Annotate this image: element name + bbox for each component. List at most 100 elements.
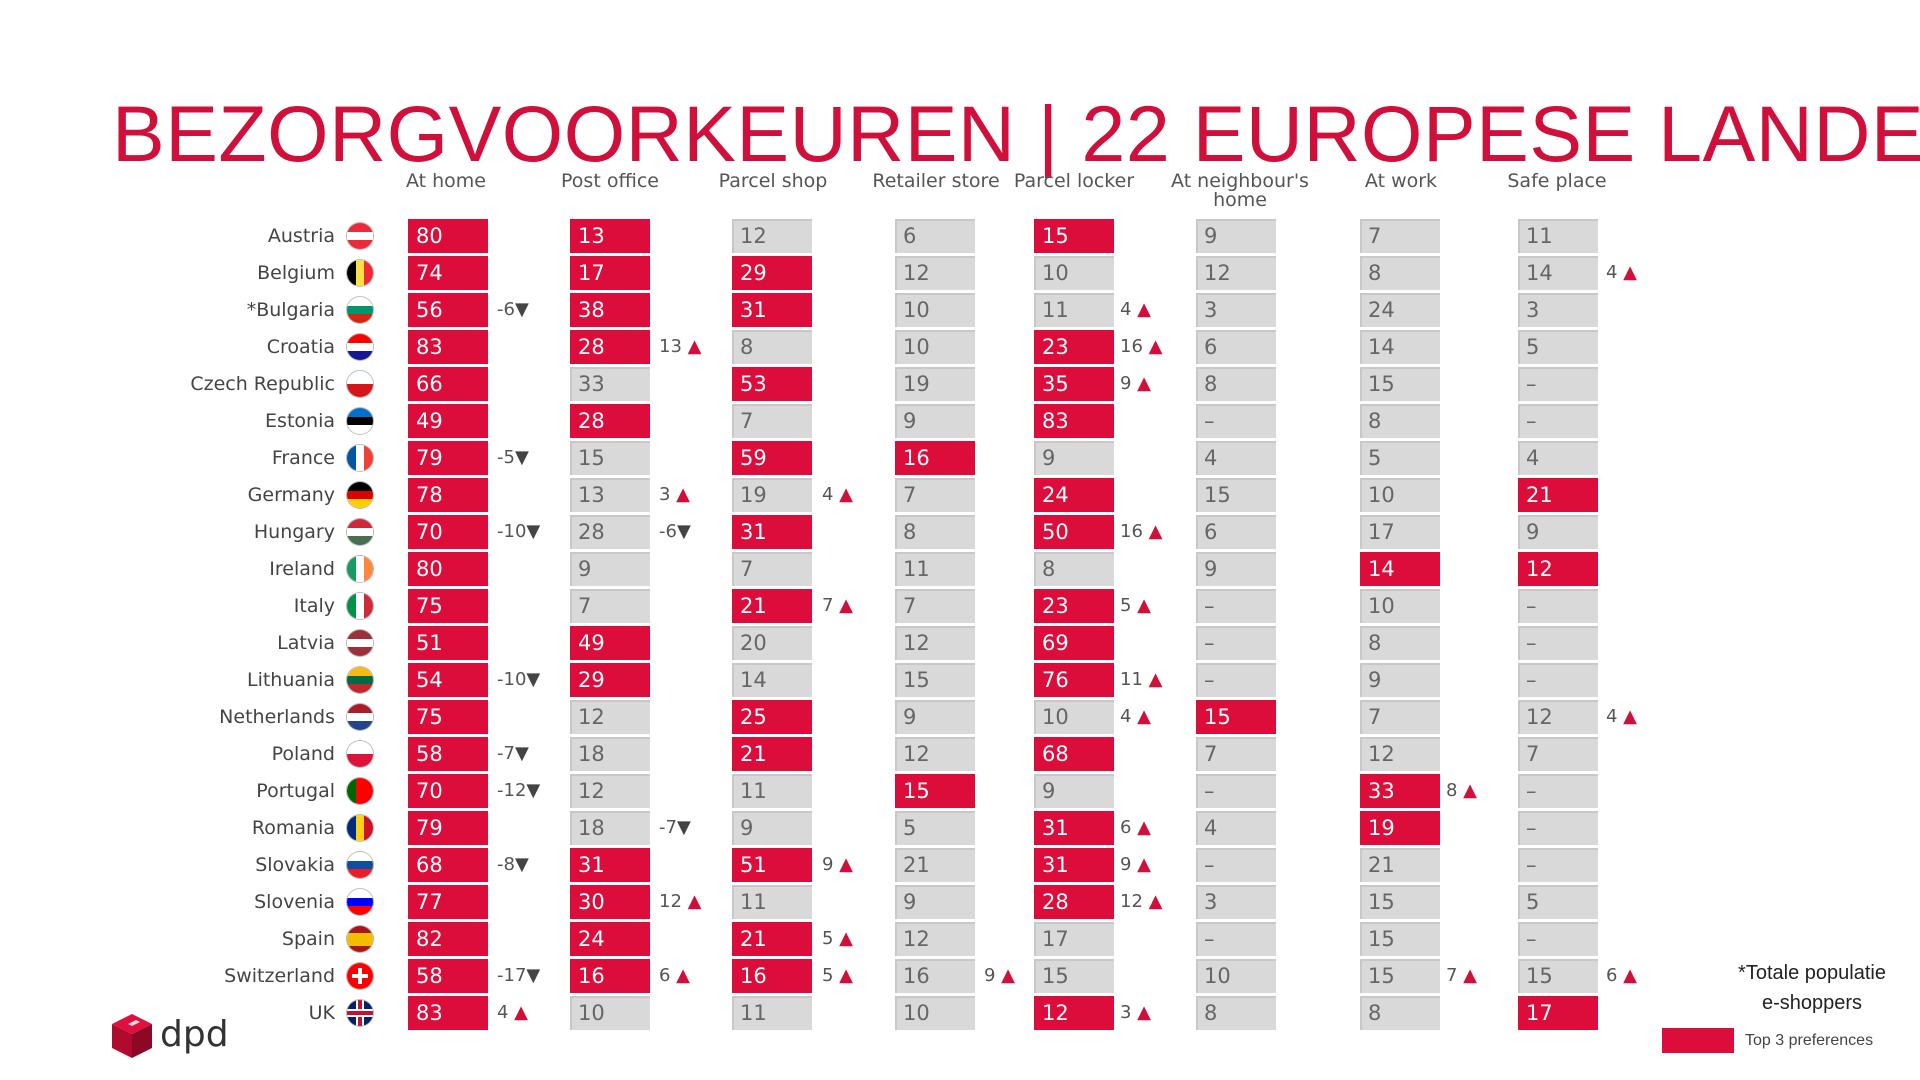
change-value: 16 <box>1120 336 1143 357</box>
value-cell: 10 <box>1196 959 1276 993</box>
change-annotation: -7▼ <box>659 815 691 841</box>
value-cell: 83 <box>408 996 488 1030</box>
value-cell: – <box>1196 848 1276 882</box>
lithuania-flag-icon <box>347 667 373 693</box>
change-annotation: 5 ▲ <box>822 963 853 989</box>
value-cell: 77 <box>408 885 488 919</box>
dpd-cube-icon <box>112 1014 152 1058</box>
value-cell: 51 <box>408 626 488 660</box>
column-header-1: Post office <box>561 170 659 192</box>
change-annotation: -10▼ <box>497 519 540 545</box>
country-label: Romania <box>251 817 335 839</box>
value-cell: 15 <box>1196 478 1276 512</box>
value-cell: 25 <box>732 700 812 734</box>
estonia-flag-icon <box>347 408 373 434</box>
footnote: *Totale populatie e-shoppers <box>1722 958 1902 1018</box>
column-header-7: Safe place <box>1507 170 1607 192</box>
value-cell: 21 <box>1360 848 1440 882</box>
value-cell: 49 <box>570 626 650 660</box>
value-cell: 12 <box>1518 552 1598 586</box>
change-value: 12 <box>659 891 682 912</box>
country-label: Slovenia <box>254 891 335 913</box>
value-cell: 6 <box>895 219 975 253</box>
value-cell: 7 <box>570 589 650 623</box>
croatia-flag-icon <box>347 334 373 360</box>
portugal-flag-icon <box>347 778 373 804</box>
value-cell: 10 <box>1360 589 1440 623</box>
change-annotation: 4 ▲ <box>1120 704 1151 730</box>
arrow-up-icon: ▲ <box>1142 669 1163 690</box>
page-title: BEZORGVOORKEUREN | 22 EUROPESE LANDEN <box>112 89 1920 178</box>
value-cell: 10 <box>570 996 650 1030</box>
arrow-up-icon: ▲ <box>1457 965 1478 986</box>
dpd-logo-text: dpd <box>160 1014 229 1055</box>
bulgaria-flag-icon <box>347 297 373 323</box>
change-value: -10 <box>497 669 527 690</box>
value-cell: 14 <box>732 663 812 697</box>
country-label: Belgium <box>257 262 335 284</box>
value-cell: 79 <box>408 811 488 845</box>
germany-flag-icon <box>347 482 373 508</box>
change-annotation: -6▼ <box>659 519 691 545</box>
value-cell: 3 <box>1196 293 1276 327</box>
value-cell: 12 <box>1034 996 1114 1030</box>
country-label: Hungary <box>253 521 335 543</box>
value-cell: 14 <box>1360 552 1440 586</box>
arrow-up-icon: ▲ <box>1131 299 1152 320</box>
column-header-2: Parcel shop <box>718 170 828 192</box>
country-label: Czech Republic <box>190 373 335 395</box>
arrow-up-icon: ▲ <box>670 965 691 986</box>
change-annotation: 6 ▲ <box>1606 963 1637 989</box>
change-value: -7 <box>659 817 677 838</box>
change-value: -6 <box>659 521 677 542</box>
arrow-down-icon: ▼ <box>514 299 529 320</box>
value-cell: 14 <box>1360 330 1440 364</box>
value-cell: 7 <box>895 589 975 623</box>
value-cell: 20 <box>732 626 812 660</box>
column-header-3: Retailer store <box>872 170 1000 192</box>
arrow-up-icon: ▲ <box>508 1002 529 1023</box>
value-cell: 76 <box>1034 663 1114 697</box>
arrow-up-icon: ▲ <box>1142 891 1163 912</box>
value-cell: 70 <box>408 515 488 549</box>
value-cell: 5 <box>1518 885 1598 919</box>
arrow-down-icon: ▼ <box>526 669 541 690</box>
change-value: 5 <box>822 965 834 986</box>
change-annotation: 9 ▲ <box>984 963 1015 989</box>
value-cell: 12 <box>895 626 975 660</box>
change-annotation: 16 ▲ <box>1120 519 1162 545</box>
value-cell: 15 <box>1518 959 1598 993</box>
value-cell: 4 <box>1518 441 1598 475</box>
value-cell: 49 <box>408 404 488 438</box>
change-annotation: 9 ▲ <box>1120 371 1151 397</box>
value-cell: 7 <box>895 478 975 512</box>
change-value: 3 <box>1120 1002 1132 1023</box>
value-cell: 83 <box>1034 404 1114 438</box>
value-cell: 9 <box>895 700 975 734</box>
value-cell: 12 <box>895 922 975 956</box>
arrow-up-icon: ▲ <box>1131 817 1152 838</box>
value-cell: 8 <box>1360 404 1440 438</box>
value-cell: 6 <box>1196 515 1276 549</box>
netherlands-flag-icon <box>347 704 373 730</box>
value-cell: 53 <box>732 367 812 401</box>
arrow-up-icon: ▲ <box>833 854 854 875</box>
arrow-down-icon: ▼ <box>676 521 691 542</box>
change-value: -17 <box>497 965 527 986</box>
value-cell: – <box>1518 367 1598 401</box>
change-annotation: 6 ▲ <box>659 963 690 989</box>
value-cell: – <box>1196 404 1276 438</box>
value-cell: 9 <box>1034 774 1114 808</box>
value-cell: 21 <box>732 922 812 956</box>
value-cell: 23 <box>1034 330 1114 364</box>
value-cell: 8 <box>895 515 975 549</box>
country-label: Italy <box>293 595 335 617</box>
arrow-up-icon: ▲ <box>995 965 1016 986</box>
value-cell: 16 <box>570 959 650 993</box>
country-label: UK <box>308 1002 335 1024</box>
arrow-up-icon: ▲ <box>1617 706 1638 727</box>
legend-label: Top 3 preferences <box>1745 1032 1874 1049</box>
value-cell: 9 <box>1196 219 1276 253</box>
arrow-up-icon: ▲ <box>1617 965 1638 986</box>
change-value: 4 <box>1606 706 1618 727</box>
